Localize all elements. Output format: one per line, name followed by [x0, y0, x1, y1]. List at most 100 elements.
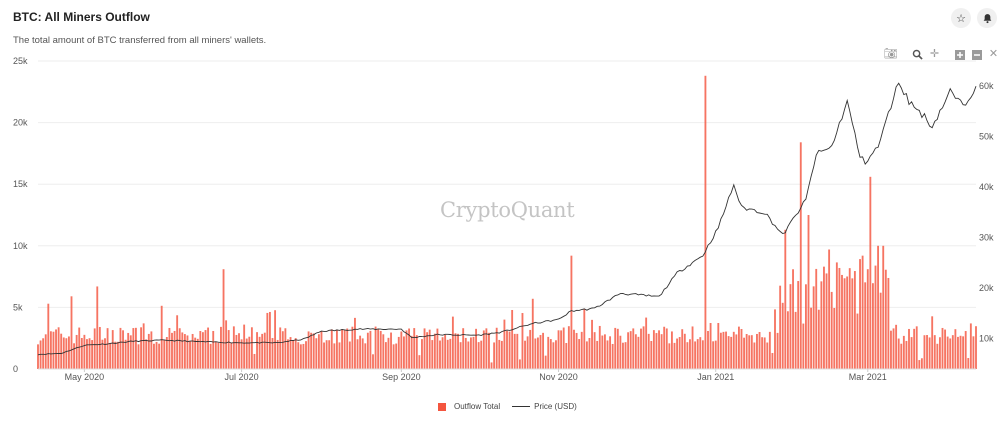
- outflow-bar: [511, 309, 514, 369]
- outflow-bar: [611, 343, 614, 369]
- outflow-bar: [245, 338, 248, 369]
- y-left-tick-label: 20k: [13, 118, 28, 128]
- outflow-bar: [488, 332, 490, 369]
- outflow-bar: [377, 329, 380, 369]
- x-tick-label: Jul 2020: [225, 372, 259, 382]
- legend-label-outflow[interactable]: Outflow Total: [454, 402, 501, 411]
- outflow-bar: [106, 328, 109, 369]
- outflow-bar: [683, 333, 686, 369]
- outflow-bar: [485, 328, 488, 369]
- outflow-bar: [585, 341, 588, 369]
- outflow-bar: [655, 333, 658, 369]
- outflow-bar: [905, 340, 908, 369]
- outflow-bar: [557, 330, 560, 369]
- reset-axes-icon[interactable]: ✕: [988, 48, 999, 60]
- zoom-in-icon[interactable]: [953, 48, 966, 61]
- outflow-bar: [536, 337, 539, 369]
- outflow-bar: [217, 342, 220, 369]
- favorite-button[interactable]: ☆: [951, 8, 971, 28]
- outflow-bar: [230, 343, 233, 369]
- outflow-bar: [846, 276, 849, 369]
- outflow-bar: [756, 333, 758, 369]
- outflow-bar: [302, 343, 305, 369]
- outflow-bar: [266, 312, 269, 369]
- outflow-bar: [356, 339, 359, 369]
- outflow-bar: [637, 336, 640, 369]
- outflow-bar: [439, 340, 441, 369]
- alert-button[interactable]: [977, 8, 997, 28]
- outflow-bar: [258, 336, 261, 369]
- pan-icon[interactable]: ✛: [929, 48, 940, 60]
- outflow-bar: [825, 273, 828, 369]
- outflow-bar: [222, 269, 225, 369]
- outflow-bar: [477, 342, 480, 369]
- outflow-bar: [235, 334, 238, 369]
- outflow-bar: [766, 342, 769, 369]
- outflow-bar: [727, 336, 730, 369]
- outflow-bar: [920, 358, 923, 369]
- outflow-bar: [75, 334, 78, 369]
- outflow-bar: [91, 340, 94, 369]
- outflow-bar: [70, 296, 73, 369]
- outflow-bar: [642, 326, 645, 369]
- outflow-bar: [694, 341, 697, 369]
- outflow-bar: [86, 339, 88, 369]
- outflow-bar: [913, 328, 916, 369]
- outflow-bar: [869, 176, 872, 369]
- outflow-bar: [848, 268, 851, 369]
- outflow-bar: [418, 355, 421, 369]
- outflow-bar: [186, 335, 189, 369]
- outflow-bar: [890, 330, 892, 369]
- outflow-bar: [346, 328, 349, 369]
- outflow-bar: [771, 353, 774, 369]
- outflow-bar: [155, 341, 158, 369]
- outflow-bar: [652, 330, 655, 369]
- outflow-bar: [281, 331, 284, 369]
- y-right-tick-label: 60k: [979, 81, 994, 91]
- outflow-bar: [781, 302, 784, 369]
- outflow-bar: [969, 323, 972, 369]
- zoom-icon[interactable]: [911, 48, 924, 61]
- y-left-tick-label: 10k: [13, 241, 28, 251]
- outflow-bar: [954, 329, 957, 369]
- outflow-bar: [57, 327, 60, 369]
- outflow-bar: [689, 339, 691, 369]
- outflow-bar: [737, 326, 740, 369]
- outflow-bar: [712, 341, 715, 369]
- outflow-bar: [583, 308, 586, 369]
- legend-swatch-outflow[interactable]: [438, 402, 446, 411]
- outflow-bar: [707, 330, 709, 369]
- outflow-bar: [305, 341, 307, 369]
- outflow-bar: [660, 334, 663, 369]
- outflow-bar: [817, 309, 820, 369]
- camera-icon[interactable]: 📷︎: [883, 48, 898, 60]
- zoom-out-icon[interactable]: [970, 48, 983, 61]
- outflow-bar: [776, 332, 779, 369]
- outflow-bar: [498, 339, 501, 369]
- y-left-tick-label: 15k: [13, 179, 28, 189]
- outflow-bar: [379, 330, 382, 369]
- outflow-bar: [658, 330, 660, 369]
- outflow-bar: [841, 274, 843, 369]
- outflow-bar: [701, 340, 704, 369]
- outflow-bar: [622, 342, 624, 369]
- outflow-bar: [462, 328, 465, 369]
- outflow-bar: [544, 355, 547, 369]
- outflow-bar: [521, 313, 524, 369]
- outflow-bar: [524, 340, 526, 369]
- outflow-bar: [967, 358, 970, 369]
- x-tick-label: Sep 2020: [382, 372, 421, 382]
- outflow-bar: [256, 332, 258, 369]
- legend-swatch-price[interactable]: [512, 406, 531, 407]
- outflow-bar: [851, 278, 854, 369]
- outflow-bar: [397, 336, 400, 369]
- outflow-bar: [55, 329, 57, 369]
- y-right-tick-label: 50k: [979, 132, 994, 142]
- legend-label-price[interactable]: Price (USD): [534, 402, 577, 411]
- chart-title: BTC: All Miners Outflow: [13, 10, 150, 24]
- outflow-bar: [67, 336, 70, 369]
- outflow-bar: [338, 342, 341, 369]
- outflow-bar: [534, 338, 537, 369]
- outflow-bar: [513, 333, 516, 369]
- x-tick-label: May 2020: [65, 372, 105, 382]
